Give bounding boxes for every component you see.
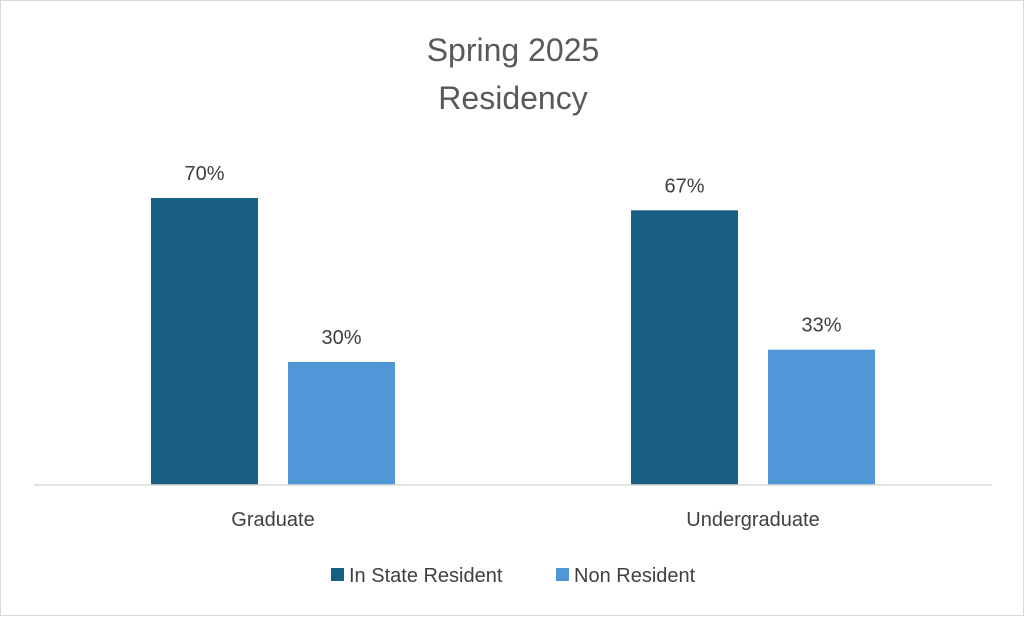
- legend: In State Resident Non Resident: [331, 565, 696, 587]
- legend-label-non-resident: Non Resident: [574, 565, 696, 587]
- legend-swatch-in-state-resident: [331, 568, 344, 581]
- category-label-undergraduate: Undergraduate: [686, 509, 819, 531]
- data-label-graduate-in-state-resident: 70%: [184, 163, 224, 185]
- data-label-graduate-non-resident: 30%: [321, 327, 361, 349]
- chart-title-line-2: Residency: [438, 80, 587, 116]
- chart-title: Spring 2025 Residency: [427, 32, 600, 116]
- data-label-undergraduate-in-state-resident: 67%: [664, 175, 704, 197]
- category-labels: Graduate Undergraduate: [231, 509, 819, 531]
- category-label-graduate: Graduate: [231, 509, 314, 531]
- legend-label-in-state-resident: In State Resident: [349, 565, 503, 587]
- legend-swatch-non-resident: [556, 568, 569, 581]
- chart-title-line-1: Spring 2025: [427, 32, 600, 68]
- data-label-undergraduate-non-resident: 33%: [801, 315, 841, 337]
- bars-group: 70% 30% 67% 33%: [151, 163, 875, 486]
- bar-graduate-non-resident: [288, 362, 395, 485]
- bar-undergraduate-in-state-resident: [631, 210, 738, 486]
- bar-graduate-in-state-resident: [151, 198, 258, 485]
- bar-undergraduate-non-resident: [768, 349, 875, 485]
